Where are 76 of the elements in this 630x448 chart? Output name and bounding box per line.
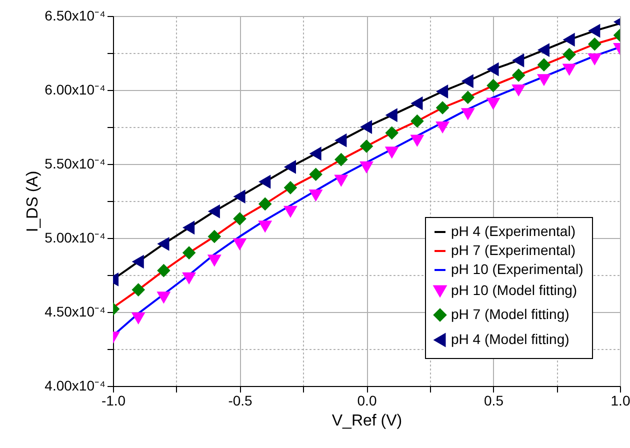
point (386, 108, 398, 122)
point (513, 54, 524, 67)
point (487, 98, 500, 109)
point (310, 168, 322, 181)
legend-label: pH 10 (Model fitting) (451, 282, 578, 298)
point (208, 205, 220, 218)
x-tick-label: -0.5 (228, 392, 253, 408)
point (157, 264, 170, 277)
y-tick-label: 5.50x10⁻⁴ (44, 156, 106, 172)
point (588, 53, 601, 64)
point (258, 198, 272, 210)
point (410, 134, 424, 146)
legend-label: pH 4 (Experimental) (451, 223, 576, 239)
point (360, 120, 372, 134)
point (132, 255, 144, 268)
point (512, 84, 525, 96)
point (386, 146, 398, 158)
point (334, 153, 348, 166)
point (563, 48, 576, 61)
point (132, 284, 145, 296)
point (184, 221, 195, 234)
point (284, 181, 297, 194)
point (386, 126, 398, 140)
point (157, 292, 170, 303)
point (538, 58, 550, 72)
x-tick-label: 0.5 (484, 392, 504, 408)
point (488, 63, 499, 76)
legend-label: pH 7 (Experimental) (451, 242, 576, 258)
x-tick-label: 1.0 (610, 392, 630, 408)
point (360, 140, 373, 152)
point (132, 312, 145, 324)
point (284, 206, 297, 217)
y-tick-label: 4.50x10⁻⁴ (44, 304, 106, 320)
point (462, 108, 474, 120)
point (336, 134, 347, 147)
point (462, 74, 474, 88)
x-axis-title: V_Ref (V) (332, 412, 402, 430)
point (234, 190, 246, 203)
point (258, 220, 272, 232)
legend-label: pH 4 (Model fitting) (451, 331, 570, 347)
point (234, 212, 246, 226)
point (260, 176, 271, 188)
point (437, 85, 448, 98)
y-tick-label: 5.00x10⁻⁴ (44, 230, 106, 246)
point (538, 44, 550, 56)
point (310, 190, 322, 201)
point (208, 230, 221, 243)
point (436, 102, 449, 114)
point (310, 147, 322, 160)
point (410, 114, 424, 128)
x-tick-label: 0.0 (357, 392, 377, 408)
x-tick-label: -1.0 (101, 392, 126, 408)
point (563, 64, 576, 75)
point (284, 160, 296, 174)
y-axis-title: I_DS (A) (24, 170, 42, 232)
point (208, 254, 221, 266)
y-tick-label: 6.50x10⁻⁴ (44, 8, 106, 24)
point (589, 24, 600, 38)
point (512, 68, 525, 82)
point (334, 174, 348, 186)
point (182, 272, 196, 284)
point (436, 121, 449, 133)
point (412, 97, 423, 110)
point (158, 238, 170, 250)
point (588, 38, 601, 50)
y-tick-label: 6.00x10⁻⁴ (44, 82, 106, 98)
point (234, 238, 246, 250)
point (564, 33, 575, 46)
point (360, 161, 373, 172)
point (182, 246, 196, 260)
legend-label: pH 7 (Model fitting) (451, 306, 570, 322)
legend-label: pH 10 (Experimental) (451, 261, 584, 277)
point (487, 79, 500, 92)
y-tick-label: 4.00x10⁻⁴ (44, 378, 106, 394)
point (538, 74, 550, 86)
point (462, 91, 474, 104)
